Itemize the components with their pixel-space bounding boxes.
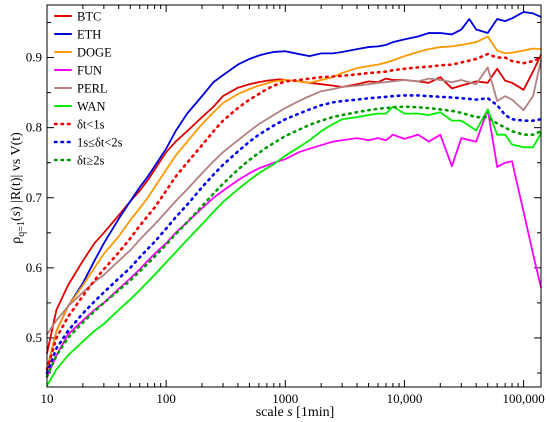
series-line-8-1s-t-2s [45, 94, 543, 375]
y-axis-title-open: ( [9, 216, 24, 221]
tick-marks [46, 5, 541, 387]
y-tick-label: 0.8 [26, 120, 42, 135]
legend-label: DOGE [77, 46, 112, 60]
series-line-7-t-1s [45, 52, 543, 371]
y-axis-title-var: s [9, 210, 24, 216]
y-axis-title-rho: ρ [9, 237, 24, 244]
legend-label: ETH [77, 28, 101, 42]
tick-labels: 10 100 1000 10,000 100,000 0.5 0.6 0.7 0.8 0.9 [26, 50, 545, 406]
legend: BTC ETH DOGE FUN PERL WAN δt<1s 1s≤δt<2s δt≥2s [53, 10, 123, 168]
y-tick-label: 0.6 [26, 260, 43, 275]
x-axis-title-var: s [287, 405, 293, 420]
x-axis-title-prefix: scale [256, 405, 287, 420]
legend-label: δt≥2s [77, 154, 104, 168]
series-lines [45, 11, 543, 387]
x-axis-title-unit: [1min] [293, 405, 335, 420]
legend-label: FUN [77, 64, 102, 78]
legend-label: δt<1s [77, 118, 105, 132]
y-tick-label: 0.5 [26, 330, 42, 345]
series-line-2-eth [46, 11, 542, 371]
legend-label: WAN [77, 100, 105, 114]
y-tick-label: 0.9 [26, 50, 42, 65]
x-tick-label: 100 [156, 391, 176, 406]
series-line-6-wan [46, 105, 542, 387]
series-line-5-perl [46, 59, 542, 336]
y-axis-title: ρq=1(s) |R(t)| vs V(t) [9, 132, 27, 244]
x-tick-label: 1000 [272, 391, 298, 406]
legend-label: 1s≤δt<2s [77, 136, 123, 150]
plot-frame [46, 4, 542, 388]
x-axis-title: scale s [1min] [256, 405, 335, 420]
x-tick-label: 100,000 [502, 391, 544, 406]
legend-label: BTC [77, 10, 101, 24]
x-tick-label: 10 [41, 391, 54, 406]
series-line-9-t-2s [45, 105, 543, 378]
series-line-3-doge [46, 35, 542, 371]
y-axis-title-rest: ) |R(t)| vs V(t) [9, 132, 24, 211]
legend-label: PERL [77, 82, 108, 96]
x-tick-label: 10,000 [387, 391, 423, 406]
series-line-4-fun [46, 108, 542, 378]
y-tick-label: 0.7 [26, 190, 43, 205]
y-axis-title-sub: q=1 [16, 221, 27, 237]
